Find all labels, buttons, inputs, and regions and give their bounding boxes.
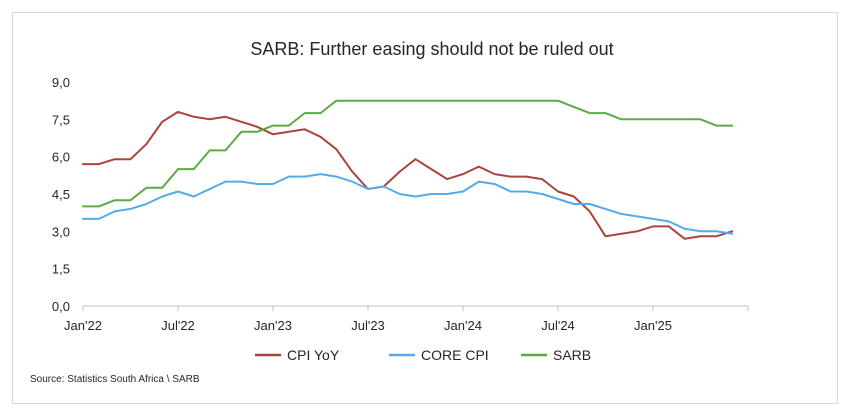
x-tick-label: Jan'25 [634,318,672,333]
series-lines [82,99,734,240]
x-tick-label: Jul'24 [541,318,575,333]
legend-label-sarb: SARB [553,347,591,363]
source-note: Source: Statistics South Africa \ SARB [30,374,200,385]
y-tick-label: 4,5 [52,187,70,202]
y-tick-label: 9,0 [52,75,70,90]
x-tick-label: Jul'23 [351,318,385,333]
legend-label-cpi-yoy: CPI YoY [287,347,340,363]
chart-title: SARB: Further easing should not be ruled… [250,39,613,59]
x-tick-label: Jan'23 [254,318,292,333]
x-tick-label: Jul'22 [161,318,195,333]
legend: CPI YoY CORE CPI SARB [255,347,591,363]
legend-label-core-cpi: CORE CPI [421,347,489,363]
y-tick-label: 1,5 [52,262,70,277]
x-tick-label: Jan'24 [444,318,482,333]
series-line-sarb [82,99,734,208]
series-line-cpi-yoy [82,110,734,240]
y-tick-label: 0,0 [52,299,70,314]
y-tick-label: 6,0 [52,150,70,165]
x-tick-label: Jan'22 [64,318,102,333]
chart-frame [12,12,838,404]
axes: 0,0 1,5 3,0 4,5 6,0 7,5 9,0 Jan'22 Jul'22 Jan'23 J… [52,75,749,333]
y-tick-label: 3,0 [52,224,70,239]
y-tick-label: 7,5 [52,112,70,127]
series-line-core-cpi [82,173,734,235]
